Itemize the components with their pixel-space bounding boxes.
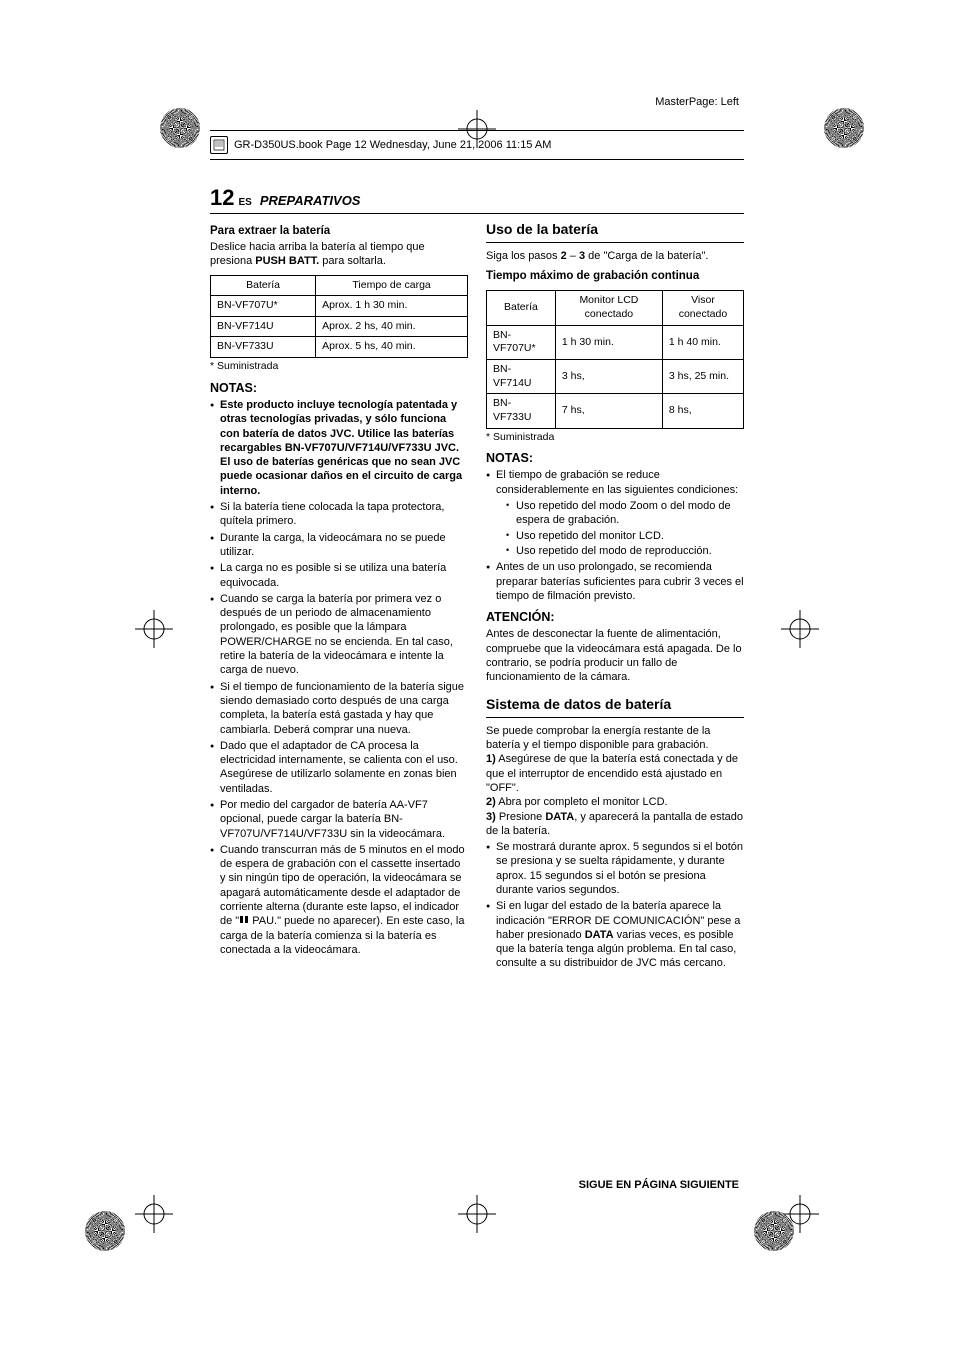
table-row: BN-VF733UAprox. 5 hs, 40 min. xyxy=(211,337,468,358)
notes-list: Este producto incluye tecnología patenta… xyxy=(210,398,468,957)
step-3: 3) Presione DATA, y aparecerá la pantall… xyxy=(486,810,744,839)
list-item: Se mostrará durante aprox. 5 segundos si… xyxy=(486,840,744,897)
notes-heading: NOTAS: xyxy=(486,450,744,466)
header-text: GR-D350US.book Page 12 Wednesday, June 2… xyxy=(234,139,551,151)
step-2: 2) Abra por completo el monitor LCD. xyxy=(486,795,744,809)
book-header-bar: GR-D350US.book Page 12 Wednesday, June 2… xyxy=(210,130,744,160)
sub-list-item: Uso repetido del modo Zoom o del modo de… xyxy=(506,499,744,528)
crop-mark-icon xyxy=(135,610,173,648)
registration-ball-icon xyxy=(824,108,864,148)
extract-battery-intro: Deslice hacia arriba la batería al tiemp… xyxy=(210,240,468,269)
list-item: El tiempo de grabación se reduce conside… xyxy=(486,468,744,558)
list-item: Cuando transcurran más de 5 minutos en e… xyxy=(210,843,468,957)
list-item: Si en lugar del estado de la batería apa… xyxy=(486,899,744,970)
list-item: Antes de un uso prolongado, se recomiend… xyxy=(486,560,744,603)
max-record-time-heading: Tiempo máximo de grabación continua xyxy=(486,269,744,284)
extract-battery-heading: Para extraer la batería xyxy=(210,224,468,239)
registration-ball-icon xyxy=(160,108,200,148)
crop-mark-icon xyxy=(781,610,819,648)
list-item: Este producto incluye tecnología patenta… xyxy=(210,398,468,498)
battery-use-steps: Siga los pasos 2 – 3 de "Carga de la bat… xyxy=(486,249,744,263)
registration-ball-icon xyxy=(85,1211,125,1251)
masterpage-label: MasterPage: Left xyxy=(655,96,739,108)
footnote: * Suministrada xyxy=(486,431,744,445)
crop-mark-icon xyxy=(135,1195,173,1233)
list-item: Durante la carga, la videocámara no se p… xyxy=(210,531,468,560)
table-row: BN-VF707U*Aprox. 1 h 30 min. xyxy=(211,296,468,317)
table-row: BN-VF733U7 hs,8 hs, xyxy=(487,394,744,428)
registration-ball-icon xyxy=(754,1211,794,1251)
continue-next-page: SIGUE EN PÁGINA SIGUIENTE xyxy=(579,1179,739,1191)
list-item: Si el tiempo de funcionamiento de la bat… xyxy=(210,680,468,737)
section-title: PREPARATIVOS xyxy=(260,193,361,208)
table-header: Visor conectado xyxy=(662,291,743,325)
sub-list-item: Uso repetido del monitor LCD. xyxy=(506,529,744,543)
footnote: * Suministrada xyxy=(210,360,468,374)
table-header: Batería xyxy=(211,275,316,296)
list-item: Dado que el adaptador de CA procesa la e… xyxy=(210,739,468,796)
notes-heading: NOTAS: xyxy=(210,380,468,396)
table-row: BN-VF714U3 hs,3 hs, 25 min. xyxy=(487,359,744,393)
battery-data-system-heading: Sistema de datos de batería xyxy=(486,695,744,713)
attention-heading: ATENCIÓN: xyxy=(486,609,744,625)
table-header: Monitor LCD conectado xyxy=(555,291,662,325)
page-title-row: 12 ES PREPARATIVOS xyxy=(210,185,744,214)
battery-use-heading: Uso de la batería xyxy=(486,220,744,238)
step-1: 1) Asegúrese de que la batería está cone… xyxy=(486,752,744,795)
table-row: BN-VF714UAprox. 2 hs, 40 min. xyxy=(211,316,468,337)
sub-list-item: Uso repetido del modo de reproducción. xyxy=(506,544,744,558)
list-item: Cuando se carga la batería por primera v… xyxy=(210,592,468,678)
pause-icon xyxy=(239,914,249,928)
book-icon xyxy=(210,136,228,154)
attention-text: Antes de desconectar la fuente de alimen… xyxy=(486,627,744,684)
table-row: BN-VF707U*1 h 30 min.1 h 40 min. xyxy=(487,325,744,359)
crop-mark-icon xyxy=(458,1195,496,1233)
list-item: La carga no es posible si se utiliza una… xyxy=(210,561,468,590)
system-notes-list: Se mostrará durante aprox. 5 segundos si… xyxy=(486,840,744,971)
notes-list: El tiempo de grabación se reduce conside… xyxy=(486,468,744,603)
table-header: Batería xyxy=(487,291,556,325)
list-item: Si la batería tiene colocada la tapa pro… xyxy=(210,500,468,529)
left-column: Para extraer la batería Deslice hacia ar… xyxy=(210,220,468,973)
list-item: Por medio del cargador de batería AA-VF7… xyxy=(210,798,468,841)
table-header: Tiempo de carga xyxy=(316,275,468,296)
battery-data-intro: Se puede comprobar la energía restante d… xyxy=(486,724,744,753)
record-time-table: Batería Monitor LCD conectado Visor cone… xyxy=(486,290,744,428)
right-column: Uso de la batería Siga los pasos 2 – 3 d… xyxy=(486,220,744,973)
charge-time-table: Batería Tiempo de carga BN-VF707U*Aprox.… xyxy=(210,275,468,359)
page-number: 12 xyxy=(210,185,234,211)
language-label: ES xyxy=(238,197,251,208)
